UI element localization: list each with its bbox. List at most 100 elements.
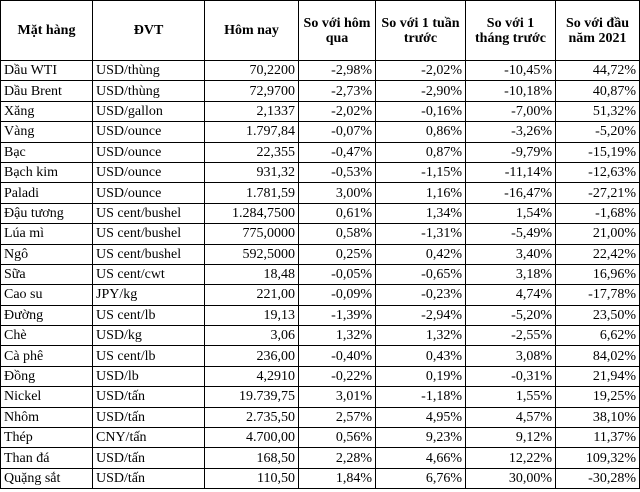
table-cell: -0,53% <box>298 161 376 184</box>
table-cell: 18,48 <box>204 263 299 286</box>
table-cell: 22,355 <box>204 141 299 163</box>
table-cell: 3,18% <box>465 263 556 286</box>
table-cell: Chè <box>0 325 93 347</box>
table-cell: -1,31% <box>375 223 466 245</box>
table-cell: -10,18% <box>465 80 556 102</box>
table-cell: -16,47% <box>465 182 556 204</box>
table-cell: -0,07% <box>298 121 376 143</box>
table-cell: -0,05% <box>298 263 376 286</box>
table-cell: US cent/cwt <box>92 263 205 286</box>
table-cell: Bạch kim <box>0 161 93 184</box>
table-row: Cao su JPY/kg 221,00 -0,09% -0,23% 4,74% -17,7… <box>0 284 640 306</box>
table-cell: 1.797,84 <box>204 121 299 143</box>
table-cell: -10,45% <box>465 59 556 82</box>
table-cell: -3,26% <box>465 121 556 143</box>
table-cell: USD/thùng <box>92 59 205 82</box>
table-cell: 6,62% <box>555 325 640 347</box>
table-cell: USD/tấn <box>92 447 205 469</box>
table-cell: 51,32% <box>555 100 640 123</box>
table-row: Ngô US cent/bushel 592,5000 0,25% 0,42% 3,40%… <box>0 243 640 265</box>
table-row: Sữa US cent/cwt 18,48 -0,05% -0,65% 3,18% 16,9… <box>0 263 640 286</box>
table-cell: -5,20% <box>465 304 556 327</box>
table-cell: -2,02% <box>298 100 376 123</box>
table-cell: -17,78% <box>555 284 640 306</box>
table-row: Bạc USD/ounce 22,355 -0,47% 0,87% -9,79% -15,1… <box>0 141 640 163</box>
table-cell: 1,34% <box>375 202 466 225</box>
table-cell: 0,87% <box>375 141 466 163</box>
table-cell: 931,32 <box>204 161 299 184</box>
table-row: Dầu Brent USD/thùng 72,9700 -2,73% -2,90% -10… <box>0 80 640 102</box>
header-cell: So với đầu năm 2021 <box>555 0 640 61</box>
table-cell: 2,28% <box>298 447 376 469</box>
table-cell: 44,72% <box>555 59 640 82</box>
table-cell: 4.700,00 <box>204 427 299 449</box>
table-cell: USD/lb <box>92 365 205 388</box>
table-cell: -9,79% <box>465 141 556 163</box>
table-cell: 1.284,7500 <box>204 202 299 225</box>
table-cell: -1,18% <box>375 386 466 408</box>
table-cell: 6,76% <box>375 467 466 490</box>
table-cell: 21,00% <box>555 223 640 245</box>
table-row: Thép CNY/tấn 4.700,00 0,56% 9,23% 9,12% 11,37% <box>0 427 640 449</box>
table-cell: 221,00 <box>204 284 299 306</box>
table-cell: US cent/bushel <box>92 202 205 225</box>
table-cell: -0,22% <box>298 365 376 388</box>
table-cell: Dầu WTI <box>0 59 93 82</box>
table-cell: -1,68% <box>555 202 640 225</box>
table-cell: 9,12% <box>465 427 556 449</box>
table-cell: 0,25% <box>298 243 376 265</box>
table-cell: USD/gallon <box>92 100 205 123</box>
table-cell: -0,40% <box>298 345 376 367</box>
table-cell: 0,42% <box>375 243 466 265</box>
header-cell: Mặt hàng <box>0 0 93 61</box>
table-cell: 4,66% <box>375 447 466 469</box>
table-cell: 109,32% <box>555 447 640 469</box>
header-cell: Hôm nay <box>204 0 299 61</box>
table-cell: 1,32% <box>375 325 466 347</box>
table-cell: Đậu tương <box>0 202 93 225</box>
table-cell: Bạc <box>0 141 93 163</box>
table-cell: Vàng <box>0 121 93 143</box>
table-cell: Sữa <box>0 263 93 286</box>
table-cell: 1,32% <box>298 325 376 347</box>
table-cell: Paladi <box>0 182 93 204</box>
table-cell: -2,02% <box>375 59 466 82</box>
table-cell: -5,49% <box>465 223 556 245</box>
table-cell: -5,20% <box>555 121 640 143</box>
table-cell: Xăng <box>0 100 93 123</box>
table-cell: 1,54% <box>465 202 556 225</box>
table-cell: 16,96% <box>555 263 640 286</box>
table-cell: US cent/lb <box>92 304 205 327</box>
table-cell: 19,13 <box>204 304 299 327</box>
table-body: Dầu WTI USD/thùng 70,2200 -2,98% -2,02% -10,4… <box>0 59 640 490</box>
table-cell: US cent/bushel <box>92 223 205 245</box>
table-cell: -0,31% <box>465 365 556 388</box>
table-cell: USD/ounce <box>92 161 205 184</box>
table-cell: CNY/tấn <box>92 427 205 449</box>
header-cell: So với 1 tuần trước <box>375 0 466 61</box>
table-cell: 0,56% <box>298 427 376 449</box>
table-cell: USD/kg <box>92 325 205 347</box>
table-row: Bạch kim USD/ounce 931,32 -0,53% -1,15% -11,1… <box>0 161 640 184</box>
table-row: Cà phê US cent/lb 236,00 -0,40% 0,43% 3,08% 84… <box>0 345 640 367</box>
table-row: Than đá USD/tấn 168,50 2,28% 4,66% 12,22% 109,… <box>0 447 640 469</box>
table-cell: 0,43% <box>375 345 466 367</box>
table-cell: Cao su <box>0 284 93 306</box>
table-cell: 2.735,50 <box>204 406 299 429</box>
table-cell: 4,57% <box>465 406 556 429</box>
table-row: Chè USD/kg 3,06 1,32% 1,32% -2,55% 6,62% <box>0 325 640 347</box>
table-cell: US cent/bushel <box>92 243 205 265</box>
table-cell: 11,37% <box>555 427 640 449</box>
table-row: Đậu tương US cent/bushel 1.284,7500 0,61% 1,… <box>0 202 640 225</box>
table-row: Đường US cent/lb 19,13 -1,39% -2,94% -5,20% 23… <box>0 304 640 327</box>
table-cell: Than đá <box>0 447 93 469</box>
table-cell: -2,98% <box>298 59 376 82</box>
table-cell: 592,5000 <box>204 243 299 265</box>
table-row: Dầu WTI USD/thùng 70,2200 -2,98% -2,02% -10,4… <box>0 59 640 82</box>
table-row: Đồng USD/lb 4,2910 -0,22% 0,19% -0,31% 21,94% <box>0 365 640 388</box>
table-cell: USD/tấn <box>92 406 205 429</box>
table-cell: 110,50 <box>204 467 299 490</box>
table-cell: Đồng <box>0 365 93 388</box>
table-cell: 19.739,75 <box>204 386 299 408</box>
